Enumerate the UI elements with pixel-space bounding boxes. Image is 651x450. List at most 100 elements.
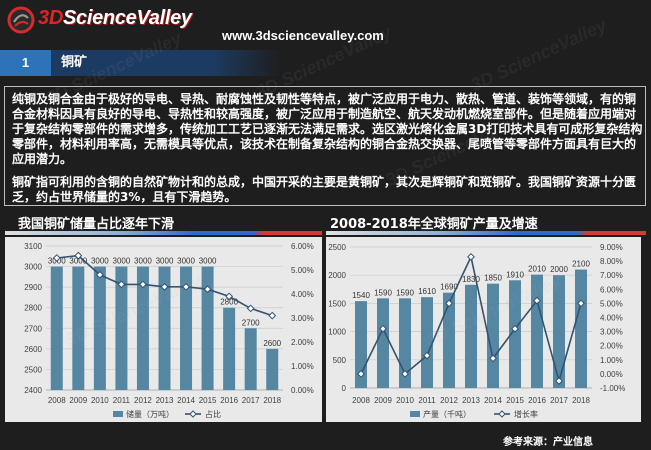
y-tick-label-left: 2900 <box>24 283 42 292</box>
line-marker <box>357 369 365 378</box>
footer-source: 参考来源：产业信息 <box>503 437 593 448</box>
y-tick-label-right: 5.00% <box>600 299 623 308</box>
intro-line: 乏，约占世界储量的3%，且有下滑趋势。 <box>12 190 237 204</box>
x-tick-label: 2014 <box>484 396 502 405</box>
bar <box>531 274 543 388</box>
intro-line: 合金材料因具有良好的导电、导热性和较高强度，被广泛应用于制造航空、航天发动机燃烧… <box>12 107 637 121</box>
legend-swatch-marker <box>189 410 197 418</box>
y-tick-label-left: 3100 <box>24 242 42 251</box>
legend-label: 产量（千吨） <box>423 409 471 419</box>
line-marker <box>246 304 255 313</box>
y-tick-label-left: 1500 <box>328 299 346 308</box>
x-tick-label: 2012 <box>134 396 152 405</box>
y-tick-label-left: 1000 <box>328 328 346 337</box>
line-marker <box>74 251 83 260</box>
line-marker <box>379 324 387 333</box>
y-tick-label-right: 3.00% <box>600 328 623 337</box>
x-tick-label: 2018 <box>263 396 281 405</box>
y-tick-label-right: -1.00% <box>600 384 625 393</box>
line-marker <box>268 311 277 320</box>
y-tick-label-right: 4.00% <box>291 290 314 299</box>
x-tick-label: 2015 <box>506 396 524 405</box>
chart-title-production: 2008-2018年全球铜矿产量及增速 <box>330 217 538 232</box>
y-tick-label-left: 2600 <box>24 345 42 354</box>
site-url[interactable]: www.3dsciencevalley.com <box>222 28 384 43</box>
intro-text-box: 纯铜及铜合金由于极好的导电、导热、耐腐蚀性及韧性等特点，被广泛应用于电力、散热、… <box>4 86 646 206</box>
y-tick-label-right: 0.00% <box>600 370 623 379</box>
line-marker <box>533 296 541 305</box>
line-marker <box>445 299 453 308</box>
bar <box>377 298 389 388</box>
chart-production: 0 500 1000 1500 2000 2500 -1.00% 0.00% 1.00% 2.00… <box>328 243 625 419</box>
bar-value-label: 1910 <box>506 270 524 279</box>
line-marker <box>577 299 585 308</box>
legend-swatch-bar <box>410 411 420 417</box>
line-marker <box>467 252 475 261</box>
bar <box>465 284 477 388</box>
legend-swatch-marker <box>498 410 506 418</box>
line-marker <box>225 292 234 301</box>
bar-value-label: 3000 <box>199 257 217 266</box>
bar <box>158 266 171 390</box>
line-marker <box>160 282 169 291</box>
bar <box>72 266 85 390</box>
intro-paragraph: 铜矿指可利用的含铜的自然矿物计和的总成，中国开采的主要是黄铜矿，其次是辉铜矿和斑… <box>12 175 645 205</box>
bar-value-label: 2010 <box>528 265 546 274</box>
x-tick-label: 2008 <box>352 396 370 405</box>
bar <box>266 348 279 390</box>
legend-label: 增长率 <box>514 409 538 419</box>
logo-wordmark[interactable]: 3DScienceValley <box>38 7 192 30</box>
bar-value-label: 3000 <box>113 257 131 266</box>
line-marker <box>511 324 519 333</box>
bar-value-label: 1540 <box>352 291 370 300</box>
bar-value-label: 3000 <box>134 257 152 266</box>
x-tick-label: 2011 <box>113 396 131 405</box>
bar-value-label: 1690 <box>440 283 458 292</box>
bar-value-label: 2000 <box>550 265 568 274</box>
legend-label: 储量（万吨） <box>126 409 174 419</box>
bar <box>553 275 565 388</box>
bar <box>93 266 106 390</box>
y-tick-label-left: 2500 <box>24 365 42 374</box>
title-underline-bar <box>5 231 322 235</box>
y-tick-label-right: 2.00% <box>291 338 314 347</box>
logo-name: ScienceValley <box>62 7 192 29</box>
section-title: 铜矿 <box>51 50 281 76</box>
x-tick-label: 2015 <box>199 396 217 405</box>
intro-line: 铜矿指可利用的含铜的自然矿物计和的总成，中国开采的主要是黄铜矿，其次是辉铜矿和斑… <box>12 175 637 189</box>
bar-value-label: 2700 <box>242 318 260 327</box>
bar <box>443 292 455 388</box>
y-tick-label-left: 2700 <box>24 324 42 333</box>
line-marker <box>555 377 563 385</box>
y-tick-label-right: 5.00% <box>291 266 314 275</box>
bar-value-label: 3000 <box>156 257 174 266</box>
line-marker <box>139 280 147 289</box>
x-tick-label: 2010 <box>91 396 109 405</box>
bar-value-label: 2800 <box>220 298 238 307</box>
chart-title-reserves: 我国铜矿储量占比逐年下滑 <box>18 217 175 232</box>
bar-value-label: 3000 <box>177 257 195 266</box>
x-tick-label: 2018 <box>572 396 590 405</box>
y-tick-label-right: 7.00% <box>600 271 623 280</box>
line-marker <box>95 270 104 279</box>
line-marker <box>52 254 61 262</box>
bar <box>136 266 149 390</box>
bar <box>244 328 257 390</box>
bar <box>421 297 433 388</box>
y-tick-label-right: 6.00% <box>600 285 623 294</box>
y-tick-label-left: 500 <box>333 356 347 365</box>
y-tick-label-left: 2800 <box>24 304 42 313</box>
bar-value-label: 3000 <box>69 257 87 266</box>
bar-value-label: 1830 <box>462 275 480 284</box>
x-tick-label: 2017 <box>550 396 568 405</box>
intro-paragraph: 纯铜及铜合金由于极好的导电、导热、耐腐蚀性及韧性等特点，被广泛应用于电力、散热、… <box>12 92 645 167</box>
y-tick-label-right: 8.00% <box>600 257 623 266</box>
bar <box>115 266 128 390</box>
line-marker <box>117 280 126 289</box>
bar-value-label: 1590 <box>374 288 392 297</box>
y-tick-label-left: 2400 <box>24 386 42 395</box>
intro-line: 应用潜力。 <box>12 152 73 166</box>
x-tick-label: 2008 <box>48 396 66 405</box>
bar-value-label: 2600 <box>263 339 281 348</box>
intro-line: 零部件，材料利用率高，无需模具等优点，该技术在制备复杂结构的铜合金热交换器、尾喷… <box>12 137 637 151</box>
